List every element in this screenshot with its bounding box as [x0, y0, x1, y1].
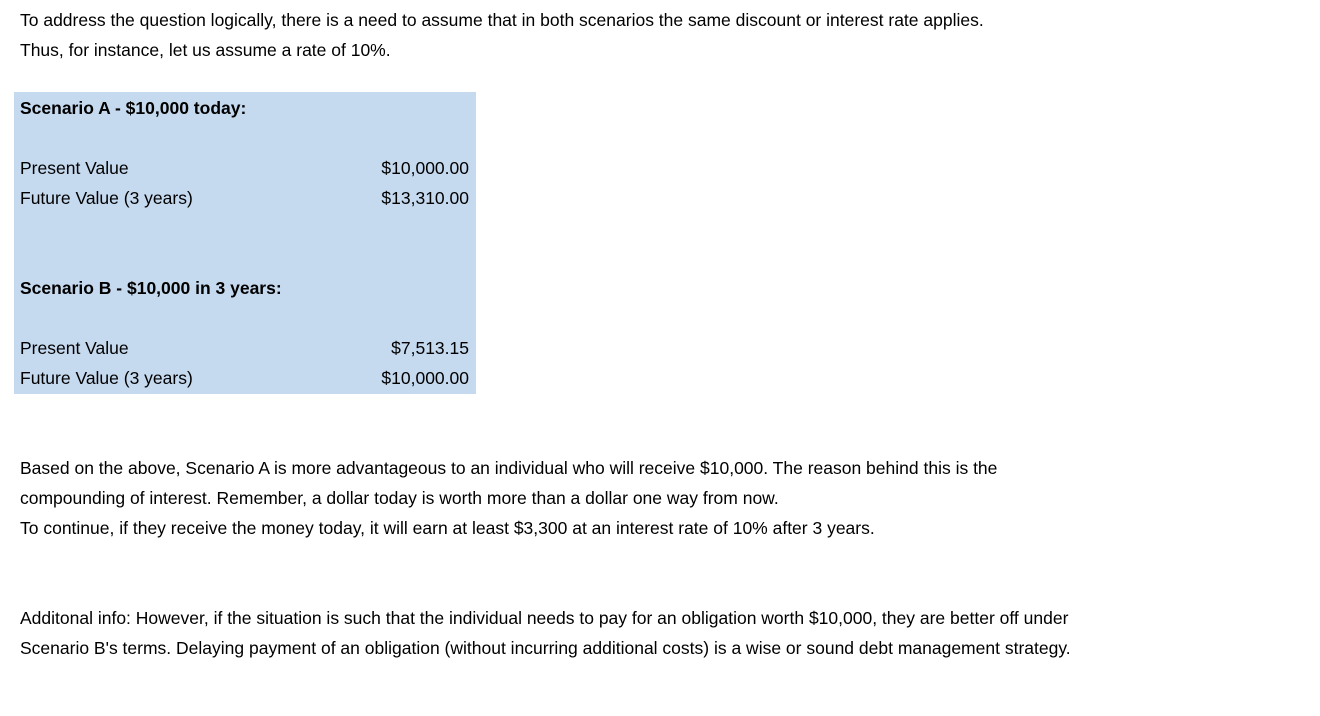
- row-value: $7,513.15: [391, 338, 469, 358]
- row-label: Present Value: [20, 158, 129, 178]
- row-label: Present Value: [20, 338, 129, 358]
- scenario-b-heading: Scenario B - $10,000 in 3 years:: [20, 273, 469, 303]
- table-row: Present Value $7,513.15: [20, 333, 469, 363]
- additional-line-1: Additonal info: However, if the situatio…: [20, 608, 1069, 628]
- table-row: Future Value (3 years) $10,000.00: [20, 363, 469, 393]
- table-row: Present Value $10,000.00: [20, 153, 469, 183]
- scenario-b-heading-text: Scenario B - $10,000 in 3 years:: [20, 278, 282, 298]
- conclusion-line-2: compounding of interest. Remember, a dol…: [20, 488, 779, 508]
- intro-line-1: To address the question logically, there…: [20, 10, 984, 30]
- row-value: $10,000.00: [381, 158, 469, 178]
- table-row: Future Value (3 years) $13,310.00: [20, 183, 469, 213]
- row-label: Future Value (3 years): [20, 368, 193, 388]
- intro-line-2: Thus, for instance, let us assume a rate…: [20, 40, 391, 60]
- row-value: $10,000.00: [381, 368, 469, 388]
- scenario-a-heading-text: Scenario A - $10,000 today:: [20, 98, 247, 118]
- scenario-a-heading: Scenario A - $10,000 today:: [20, 93, 469, 123]
- row-value: $13,310.00: [381, 188, 469, 208]
- scenario-table: Scenario A - $10,000 today: Present Valu…: [14, 92, 476, 394]
- conclusion-line-1: Based on the above, Scenario A is more a…: [20, 458, 998, 478]
- additional-line-2: Scenario B's terms. Delaying payment of …: [20, 638, 1071, 658]
- row-label: Future Value (3 years): [20, 188, 193, 208]
- conclusion-line-3: To continue, if they receive the money t…: [20, 518, 875, 538]
